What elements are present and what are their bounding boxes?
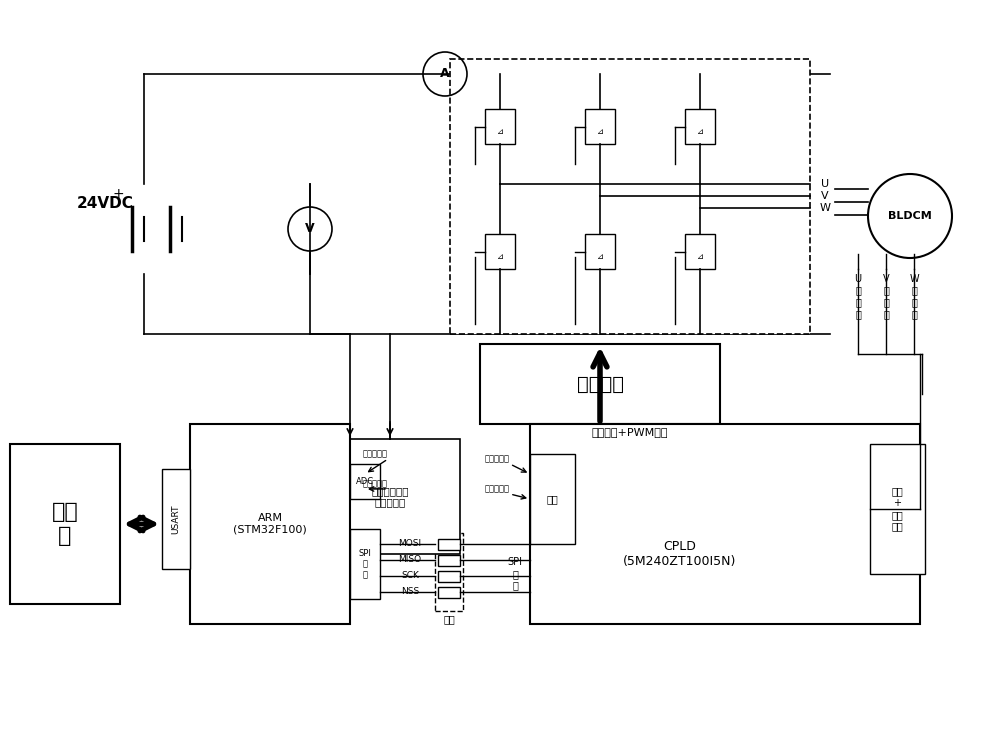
Text: ⊿: ⊿: [596, 127, 604, 136]
Text: V
相
霍
尔: V 相 霍 尔: [883, 274, 889, 319]
Text: 24VDC: 24VDC: [77, 197, 133, 212]
Bar: [190, 424, 350, 624]
Text: 电压电流检测
与比较电路: 电压电流检测 与比较电路: [371, 486, 409, 507]
Text: U
相
霍
尔: U 相 霍 尔: [854, 274, 862, 319]
Text: ⊿: ⊿: [696, 127, 704, 136]
Bar: [320, 439, 460, 554]
Text: SPI
通
信: SPI 通 信: [359, 549, 371, 579]
Text: ARM
(STM32F100): ARM (STM32F100): [233, 513, 307, 535]
Text: NSS: NSS: [401, 587, 419, 596]
Bar: [585, 109, 615, 144]
Text: 驱动电路: 驱动电路: [576, 375, 624, 394]
Text: ⊿: ⊿: [496, 127, 504, 136]
Text: BLDCM: BLDCM: [888, 211, 932, 221]
Bar: [10, 444, 120, 604]
Text: U: U: [821, 179, 829, 189]
Text: A: A: [440, 68, 450, 81]
Bar: [485, 109, 515, 144]
Text: V: V: [305, 222, 315, 235]
Bar: [685, 234, 715, 269]
Bar: [162, 469, 190, 569]
Text: 电流检测值: 电流检测值: [363, 480, 388, 489]
Text: W: W: [820, 203, 830, 213]
Bar: [485, 234, 515, 269]
Text: 速度
+
位置
计算: 速度 + 位置 计算: [892, 486, 903, 532]
Text: ⊿: ⊿: [596, 253, 604, 262]
Text: SPI
通
信: SPI 通 信: [508, 557, 522, 590]
Bar: [438, 587, 460, 597]
Text: 换相控制+PWM调制: 换相控制+PWM调制: [592, 427, 668, 437]
Text: ⊿: ⊿: [696, 253, 704, 262]
Text: ADC: ADC: [356, 477, 374, 486]
Bar: [530, 454, 575, 544]
Bar: [438, 538, 460, 550]
Text: USART: USART: [172, 504, 181, 534]
Text: +: +: [112, 187, 124, 201]
Text: ⊿: ⊿: [496, 253, 504, 262]
Bar: [585, 234, 615, 269]
Text: 电压检测值: 电压检测值: [363, 449, 388, 458]
Bar: [438, 571, 460, 581]
Bar: [350, 529, 380, 599]
Text: MOSI: MOSI: [398, 540, 422, 548]
Bar: [438, 554, 460, 566]
Text: 上位
机: 上位 机: [52, 502, 78, 546]
Bar: [685, 109, 715, 144]
Text: 排阵: 排阵: [443, 614, 455, 624]
Bar: [350, 464, 380, 499]
Text: SCK: SCK: [401, 572, 419, 581]
Text: 保护: 保护: [547, 494, 558, 504]
Bar: [870, 444, 925, 574]
Text: 电流比较值: 电流比较值: [485, 485, 510, 494]
Text: W
相
霍
尔: W 相 霍 尔: [909, 274, 919, 319]
Text: 电压比较值: 电压比较值: [485, 455, 510, 464]
Bar: [530, 424, 920, 624]
Bar: [450, 59, 810, 334]
Text: MISO: MISO: [398, 556, 422, 565]
Bar: [480, 344, 720, 424]
Text: CPLD
(5M240ZT100I5N): CPLD (5M240ZT100I5N): [623, 540, 737, 568]
Text: V: V: [821, 191, 829, 201]
Bar: [435, 533, 463, 611]
